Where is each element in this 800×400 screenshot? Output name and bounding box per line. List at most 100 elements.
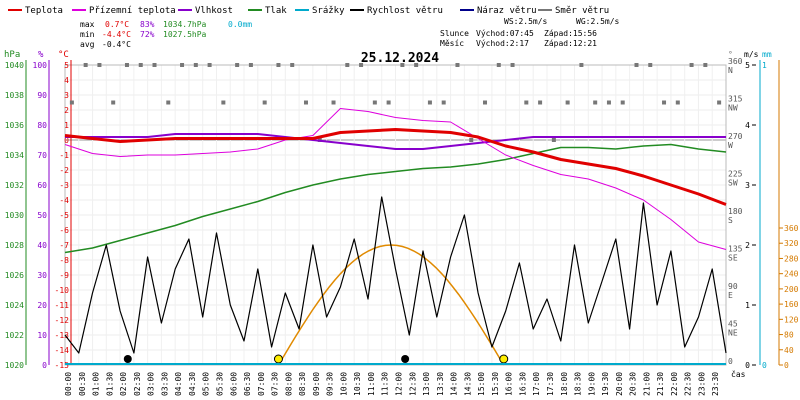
temp-unit: °C <box>58 50 69 60</box>
wind-dir-point <box>138 63 143 67</box>
hum-tick-label: 100 <box>33 61 48 70</box>
x-tick-label: 17:00 <box>532 372 541 396</box>
sun-tick-label: 80 <box>784 331 794 340</box>
wind-dir-point <box>207 63 212 67</box>
dir-unit: ° <box>728 50 733 59</box>
dir-tick-label: 360 <box>728 57 743 66</box>
dir-tick-label: 315 <box>728 95 743 104</box>
wind-dir-point <box>386 100 391 105</box>
moonset-marker <box>401 355 410 363</box>
hum-tick-label: 90 <box>37 91 47 100</box>
wind-dir-point <box>634 63 639 67</box>
temp-tick-label: -10 <box>55 286 70 295</box>
wind-dir-point <box>276 63 281 67</box>
temp-tick-label: -12 <box>55 316 70 325</box>
legend-label-temp: Teplota <box>25 6 63 16</box>
temperature-line <box>64 128 727 206</box>
press-tick-label: 1034 <box>5 151 24 160</box>
wind-dir-point <box>703 63 708 67</box>
dir-cardinal-label: E <box>728 291 733 300</box>
stats-panel: max 0.7°C 83% 1034.7hPa 0.0mm min -4.4°C 72% 102… <box>80 20 252 49</box>
dir-tick-label: 180 <box>728 207 743 216</box>
stats-min-hum: 72% <box>140 30 155 39</box>
wind-tick-label: 0 <box>745 361 750 370</box>
wind-dir-point <box>262 100 267 105</box>
x-tick-label: 18:30 <box>574 372 583 396</box>
info-sun-label: Slunce <box>440 29 469 38</box>
wind-dir-point <box>441 100 446 105</box>
wind-dir-point <box>606 100 611 105</box>
x-tick-label: 03:00 <box>147 372 156 396</box>
wind-dir-point <box>414 63 419 67</box>
sun-tick-label: 120 <box>784 315 799 324</box>
wind-dir-point <box>538 100 543 105</box>
wind-dir-point <box>152 63 157 67</box>
x-tick-label: 12:30 <box>408 372 417 396</box>
x-tick-label: 13:30 <box>436 372 445 396</box>
stats-max-label: max <box>80 20 95 29</box>
wind-dir-point <box>124 63 129 67</box>
legend-label-gust: Náraz větru <box>477 6 537 16</box>
wind-dir-point <box>662 100 667 105</box>
sun-tick-label: 160 <box>784 300 799 309</box>
x-tick-label: 23:30 <box>711 372 720 396</box>
humidity-line <box>65 133 726 150</box>
x-tick-label: 11:00 <box>367 372 376 396</box>
wind-tick-label: 3 <box>745 181 750 190</box>
press-tick-label: 1028 <box>5 241 24 250</box>
wind-dir-point <box>593 100 598 105</box>
temp-tick-label: -9 <box>59 271 69 280</box>
feel-temp-line <box>64 108 727 250</box>
dir-cardinal-label: NW <box>728 104 738 113</box>
x-tick-label: 14:00 <box>450 372 459 396</box>
press-unit: hPa <box>4 50 20 60</box>
temp-tick-label: -4 <box>59 196 69 205</box>
x-tick-label: 06:30 <box>243 372 252 396</box>
temp-tick-label: 4 <box>64 76 69 85</box>
temp-tick-label: -5 <box>59 211 69 220</box>
info-sunrise: Východ:07:45 <box>476 29 534 38</box>
right-axes: ° m/s mm360N315NW270W225SW180S135SE90E45NE… <box>728 50 799 370</box>
press-tick-label: 1022 <box>5 331 24 340</box>
x-tick-label: 17:30 <box>546 372 555 396</box>
x-tick-label: 18:00 <box>560 372 569 396</box>
info-moonrise: Východ:2:17 <box>476 39 529 48</box>
temp-tick-label: -3 <box>59 181 69 190</box>
x-tick-label: 16:00 <box>505 372 514 396</box>
dir-tick-label: 0 <box>728 357 733 366</box>
wind-dir-point <box>372 100 377 105</box>
press-tick-label: 1020 <box>5 361 24 370</box>
wind-dir-point <box>235 63 240 67</box>
rain-unit: mm <box>762 50 772 59</box>
sun-tick-label: 280 <box>784 254 799 263</box>
left-axes: hPa% °C1020102210241026102810301032103410… <box>4 50 72 370</box>
hum-tick-label: 40 <box>37 241 47 250</box>
stats-avg-temp: -0.4°C <box>102 40 131 49</box>
wind-dir-point <box>496 63 501 67</box>
gridlines <box>64 64 727 366</box>
wind-dir-point <box>483 100 488 105</box>
wind-dir-point <box>400 63 405 67</box>
x-tick-label: 15:30 <box>491 372 500 396</box>
legend-label-hum: Vlhkost <box>195 6 233 16</box>
wind-dir-point <box>455 63 460 67</box>
wind-dir-point <box>551 138 556 142</box>
x-tick-label: 10:30 <box>353 372 362 396</box>
wind-dir-point <box>193 63 198 67</box>
legend-label-feel: Přízemní teplota <box>89 6 176 16</box>
x-tick-label: 03:30 <box>160 372 169 396</box>
temp-tick-label: 3 <box>64 91 69 100</box>
stats-min-press: 1027.5hPa <box>163 30 207 39</box>
temp-tick-label: -1 <box>59 151 69 160</box>
wind-unit: m/s <box>744 50 759 59</box>
temp-tick-label: 2 <box>64 106 69 115</box>
x-tick-label: 20:30 <box>629 372 638 396</box>
x-tick-label: 14:30 <box>463 372 472 396</box>
wind-dir-point <box>675 100 680 105</box>
legend-label-dir: Směr větru <box>555 6 609 16</box>
dir-cardinal-label: NE <box>728 329 738 338</box>
wind-dir-point <box>69 100 74 105</box>
x-tick-label: 15:00 <box>477 372 486 396</box>
x-tick-label: 22:30 <box>684 372 693 396</box>
info-ws: WS:2.5m/s <box>504 17 548 26</box>
